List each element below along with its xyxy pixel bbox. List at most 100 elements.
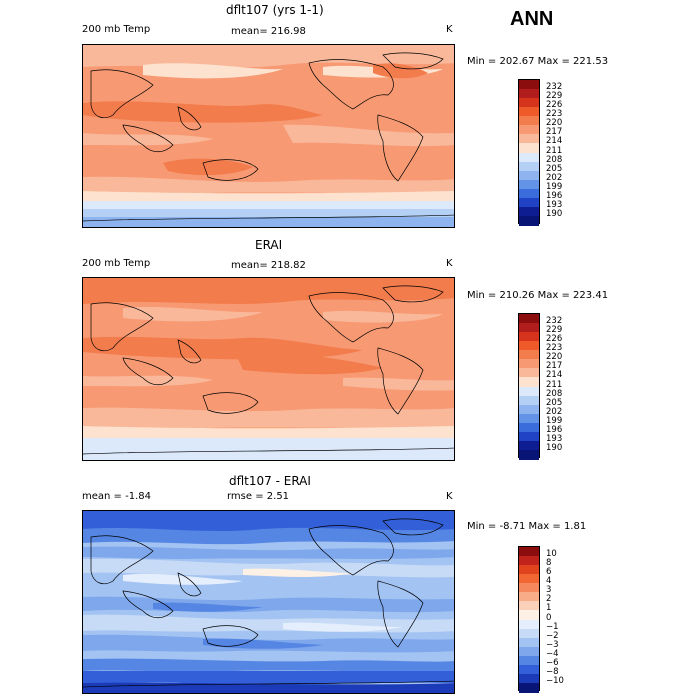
- colorbar-segment: [519, 413, 539, 424]
- colorbar-segment: [519, 664, 539, 675]
- panel1-minmax: Min = 202.67 Max = 221.53: [467, 56, 609, 67]
- colorbar-segment: [519, 637, 539, 648]
- colorbar-segment: [519, 143, 539, 153]
- panel3-units: K: [446, 491, 453, 502]
- colorbar-segment: [519, 628, 539, 639]
- colorbar-segment: [519, 107, 539, 117]
- colorbar-segment: [519, 619, 539, 630]
- colorbar-segment: [519, 655, 539, 666]
- colorbar-segment: [519, 350, 539, 360]
- panel2-minmax: Min = 210.26 Max = 223.41: [467, 290, 609, 301]
- panel3-map: [82, 510, 455, 694]
- colorbar-tick-label: −1: [546, 621, 559, 632]
- panel1-mean: mean= 216.98: [231, 26, 306, 37]
- colorbar-segment: [519, 592, 539, 602]
- colorbar-segment: [519, 215, 539, 226]
- colorbar-tick-label: 223: [546, 343, 563, 354]
- panel2-units: K: [446, 258, 453, 269]
- colorbar-tick-label: 211: [546, 379, 563, 390]
- panel1-map: [82, 44, 455, 228]
- panel3-contour-field: [83, 511, 454, 693]
- colorbar-segment: [519, 323, 539, 333]
- colorbar-tick-label: −4: [546, 648, 559, 659]
- panel3-rmse: rmse = 2.51: [227, 491, 290, 502]
- colorbar-segment: [519, 197, 539, 208]
- colorbar-segment: [519, 170, 539, 181]
- colorbar-segment: [519, 682, 539, 693]
- colorbar-tick-label: 8: [546, 558, 552, 569]
- colorbar-tick-label: 202: [546, 172, 563, 183]
- colorbar-tick-label: −8: [546, 666, 559, 677]
- colorbar-tick-label: 193: [546, 199, 563, 210]
- colorbar-segment: [519, 673, 539, 684]
- colorbar-segment: [519, 610, 539, 620]
- panel3-minmax: Min = -8.71 Max = 1.81: [467, 521, 587, 532]
- colorbar-segment: [519, 547, 539, 557]
- colorbar-tick-label: 199: [546, 415, 563, 426]
- colorbar-segment: [519, 359, 539, 369]
- colorbar-tick-label: 205: [546, 163, 563, 174]
- colorbar-tick-label: 214: [546, 136, 563, 147]
- colorbar-tick-label: 211: [546, 145, 563, 156]
- colorbar-segment: [519, 98, 539, 108]
- colorbar-tick-label: −10: [546, 675, 564, 686]
- colorbar-segment: [519, 368, 539, 378]
- colorbar-segment: [519, 332, 539, 342]
- colorbar-segment: [519, 556, 539, 566]
- colorbar-tick-label: 1: [546, 603, 552, 614]
- colorbar-segment: [519, 125, 539, 135]
- colorbar-tick-label: 223: [546, 109, 563, 120]
- colorbar-tick-label: 193: [546, 433, 563, 444]
- colorbar-tick-label: 199: [546, 181, 563, 192]
- colorbar-segment: [519, 206, 539, 217]
- colorbar-segment: [519, 116, 539, 126]
- colorbar-segment: [519, 161, 539, 172]
- colorbar-segment: [519, 601, 539, 611]
- colorbar-tick-label: 217: [546, 361, 563, 372]
- colorbar-tick-label: 226: [546, 334, 563, 345]
- panel2-colorbar: [518, 313, 540, 460]
- colorbar-segment: [519, 404, 539, 415]
- colorbar-segment: [519, 395, 539, 406]
- panel3-colorbar: [518, 546, 540, 693]
- colorbar-tick-label: 196: [546, 190, 563, 201]
- colorbar-tick-label: 196: [546, 424, 563, 435]
- colorbar-segment: [519, 440, 539, 451]
- colorbar-tick-label: 202: [546, 406, 563, 417]
- colorbar-tick-label: 220: [546, 118, 563, 129]
- colorbar-segment: [519, 646, 539, 657]
- panel3-title: dflt107 - ERAI: [229, 474, 311, 488]
- panel2-map: [82, 277, 455, 461]
- colorbar-tick-label: 190: [546, 442, 563, 453]
- colorbar-segment: [519, 449, 539, 460]
- colorbar-tick-label: 232: [546, 82, 563, 93]
- colorbar-segment: [519, 89, 539, 99]
- colorbar-segment: [519, 188, 539, 199]
- panel1-contour-field: [83, 45, 454, 227]
- panel2-variable-label: 200 mb Temp: [82, 258, 151, 269]
- colorbar-tick-label: 6: [546, 567, 552, 578]
- colorbar-segment: [519, 422, 539, 433]
- colorbar-segment: [519, 134, 539, 144]
- colorbar-tick-label: 4: [546, 576, 552, 587]
- colorbar-tick-label: 190: [546, 208, 563, 219]
- colorbar-segment: [519, 583, 539, 593]
- colorbar-tick-label: 217: [546, 127, 563, 138]
- colorbar-tick-label: −2: [546, 630, 559, 641]
- colorbar-tick-label: 208: [546, 388, 563, 399]
- colorbar-segment: [519, 314, 539, 324]
- colorbar-segment: [519, 386, 539, 397]
- colorbar-tick-label: −3: [546, 639, 559, 650]
- panel1-colorbar: [518, 79, 540, 226]
- colorbar-tick-label: 214: [546, 370, 563, 381]
- colorbar-segment: [519, 377, 539, 387]
- panel2-mean: mean= 218.82: [231, 260, 306, 271]
- panel3-mean: mean = -1.84: [82, 491, 151, 502]
- colorbar-segment: [519, 565, 539, 575]
- colorbar-tick-label: 220: [546, 352, 563, 363]
- panel2-title: ERAI: [255, 238, 283, 252]
- colorbar-tick-label: 226: [546, 100, 563, 111]
- colorbar-segment: [519, 179, 539, 190]
- panel2-contour-field: [83, 278, 454, 460]
- colorbar-tick-label: 0: [546, 612, 552, 623]
